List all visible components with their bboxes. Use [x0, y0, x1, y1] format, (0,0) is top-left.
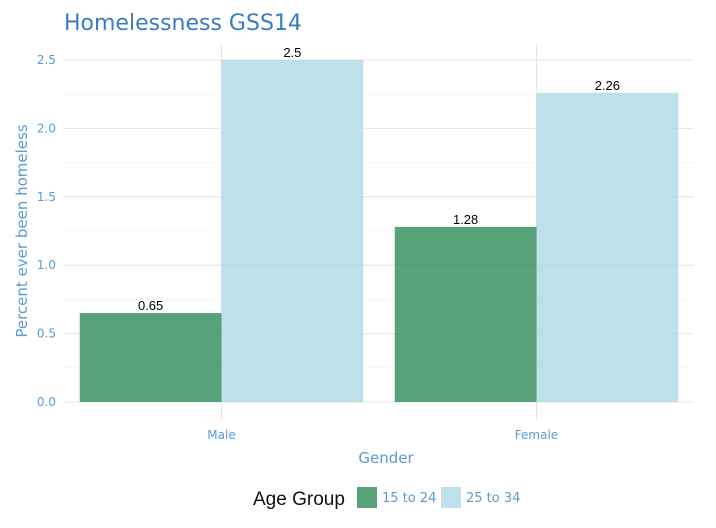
legend-label: 15 to 24	[382, 491, 436, 506]
y-tick-label: 2.5	[37, 53, 56, 67]
y-tick-label: 0.5	[37, 327, 56, 341]
legend-swatch	[441, 487, 461, 508]
y-tick-labels: 0.0 0.5 1.0 1.5 2.0 2.5	[37, 53, 56, 409]
bar	[536, 92, 679, 402]
bars	[79, 60, 679, 402]
y-tick-label: 0.0	[37, 395, 56, 409]
data-labels: 0.65 2.5 1.28 2.26	[138, 45, 620, 313]
legend: Age Group 15 to 24 25 to 34	[253, 487, 520, 510]
y-tick-label: 1.0	[37, 258, 56, 272]
legend-label: 25 to 34	[466, 491, 520, 506]
bar	[221, 60, 364, 402]
data-label: 0.65	[138, 298, 163, 313]
y-tick-label: 2.0	[37, 121, 56, 135]
legend-title: Age Group	[253, 489, 345, 510]
data-label: 2.26	[595, 78, 620, 93]
data-label: 2.5	[283, 45, 301, 60]
chart-title: Homelessness GSS14	[64, 11, 302, 36]
x-tick-labels: Male Female	[207, 428, 558, 442]
y-tick-label: 1.5	[37, 190, 56, 204]
x-axis-title: Gender	[358, 449, 414, 467]
x-tick-label: Male	[207, 428, 235, 442]
legend-swatch	[357, 487, 377, 508]
bar	[79, 313, 222, 402]
bar	[394, 226, 537, 402]
y-axis-title: Percent ever been homeless	[13, 124, 31, 337]
data-label: 1.28	[453, 212, 478, 227]
x-tick-label: Female	[515, 428, 558, 442]
